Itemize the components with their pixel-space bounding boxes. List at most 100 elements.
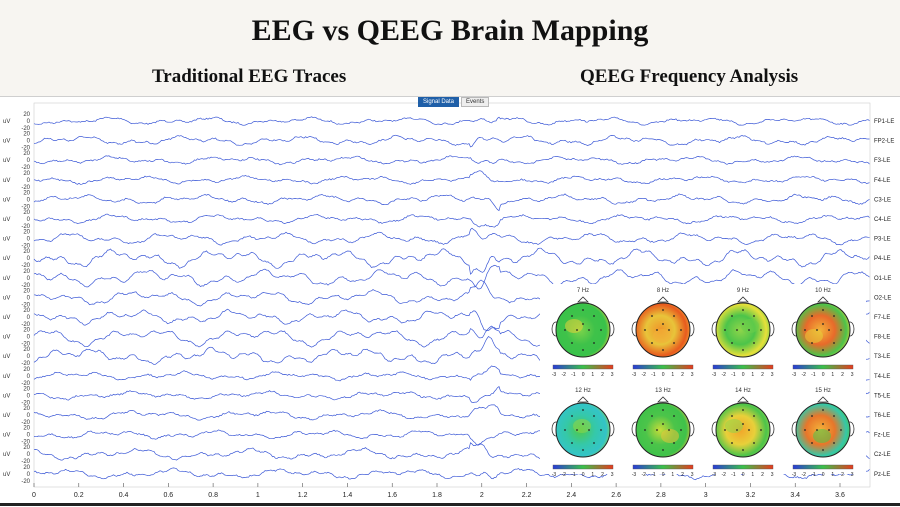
colorbar: -3 -2 -1 0 1 2 3 (632, 464, 694, 478)
colorbar-tick-label: -1 (651, 372, 656, 378)
scale-tick-label: -20 (21, 165, 30, 171)
electrode-dot (731, 315, 733, 317)
electrode-dot (811, 342, 813, 344)
colorbar-tick-label: 3 (611, 372, 614, 378)
colorbar-tick-label: 3 (691, 372, 694, 378)
unit-label: uV (3, 178, 10, 184)
x-tick-label: 3.6 (835, 492, 845, 499)
electrode-dot (651, 415, 653, 417)
tab-signal-data[interactable]: Signal Data (418, 97, 460, 107)
colorbar-tick-label: 1 (831, 372, 834, 378)
colorbar: -3 -2 -1 0 1 2 3 (712, 464, 774, 478)
colorbar-tick-label: -2 (801, 372, 806, 378)
scale-tick-label: -20 (21, 244, 30, 250)
unit-label: uV (3, 217, 10, 223)
electrode-dot (742, 323, 744, 325)
colorbar-tick-label: -3 (632, 372, 637, 378)
electrode-dot (816, 429, 818, 431)
colorbar: -3 -2 -1 0 1 2 3 (552, 464, 614, 478)
electrode-dot (582, 349, 584, 351)
electrode-dot (804, 329, 806, 331)
topomap-head (631, 296, 695, 358)
electrode-dot (656, 429, 658, 431)
x-tick-label: 2 (480, 492, 484, 499)
unit-label: uV (3, 374, 10, 380)
x-tick-label: 1.8 (432, 492, 442, 499)
scale-tick-label: 20 (23, 151, 30, 157)
electrode-dot (680, 429, 682, 431)
scale-tick-label: 20 (23, 288, 30, 294)
scale-tick-label: -20 (21, 185, 30, 191)
unit-label: uV (3, 158, 10, 164)
colorbar-tick-label: 1 (591, 472, 594, 478)
electrode-dot (833, 315, 835, 317)
channel-label: T5-LE (874, 393, 890, 399)
scale-tick-label: 20 (23, 426, 30, 432)
x-tick-label: 2.2 (522, 492, 532, 499)
topomap-frequency-label: 12 Hz (575, 388, 591, 394)
channel-label: T3-LE (874, 354, 890, 360)
channel-label: Cz-LE (874, 452, 891, 458)
electrode-dot (571, 442, 573, 444)
electrode-dot (742, 423, 744, 425)
electrode-dot (833, 442, 835, 444)
electrode-dot (724, 429, 726, 431)
topomap-frequency-label: 15 Hz (815, 388, 831, 394)
electrode-dot (651, 315, 653, 317)
scale-tick-label: 20 (23, 190, 30, 196)
bottom-strip (0, 503, 900, 506)
electrode-dot (742, 349, 744, 351)
electrode-dot (600, 429, 602, 431)
electrode-dot (724, 329, 726, 331)
colorbar-tick-label: -2 (641, 472, 646, 478)
scale-tick-label: -20 (21, 459, 30, 465)
electrode-dot (822, 423, 824, 425)
electrode-dot (736, 429, 738, 431)
colorbar-tick-label: -1 (731, 472, 736, 478)
unit-label: uV (3, 433, 10, 439)
eeg-trace-f3-le (33, 155, 870, 166)
x-tick-label: 2.8 (656, 492, 666, 499)
colorbar: -3 -2 -1 0 1 2 3 (552, 364, 614, 378)
colorbar: -3 -2 -1 0 1 2 3 (792, 364, 854, 378)
scale-tick-label: 0 (27, 315, 31, 321)
colorbar-tick-label: -3 (632, 472, 637, 478)
channel-label: T4-LE (874, 374, 890, 380)
x-tick-label: 1.4 (343, 492, 353, 499)
colorbar-tick-label: -1 (811, 372, 816, 378)
electrode-dot (811, 442, 813, 444)
tab-events[interactable]: Events (461, 97, 490, 107)
electrode-dot (651, 342, 653, 344)
electrode-dot (656, 329, 658, 331)
electrode-dot (564, 329, 566, 331)
scale-tick-label: 20 (23, 367, 30, 373)
scale-tick-label: -20 (21, 204, 30, 210)
unit-label: uV (3, 256, 10, 262)
unit-label: uV (3, 237, 10, 243)
electrode-dot (680, 329, 682, 331)
channel-label: C4-LE (874, 217, 891, 223)
colorbar-tick-label: -3 (792, 472, 797, 478)
scale-tick-label: 20 (23, 230, 30, 236)
scale-tick-label: 0 (27, 335, 31, 341)
scale-tick-label: 20 (23, 445, 30, 451)
colorbar-tick-label: 0 (742, 472, 745, 478)
unit-label: uV (3, 452, 10, 458)
x-tick-label: 0.4 (119, 492, 129, 499)
x-tick-label: 3 (704, 492, 708, 499)
colorbar-tick-label: 2 (601, 472, 604, 478)
scale-tick-label: 0 (27, 217, 31, 223)
colorbar-tick-label: 0 (822, 472, 825, 478)
electrode-dot (582, 449, 584, 451)
electrode-dot (662, 309, 664, 311)
scale-tick-label: 20 (23, 249, 30, 255)
scale-tick-label: 0 (27, 295, 31, 301)
colorbar-tick-label: 1 (671, 372, 674, 378)
scale-tick-label: 0 (27, 256, 31, 262)
scale-tick-label: 0 (27, 452, 31, 458)
electrode-dot (760, 429, 762, 431)
eeg-trace-p3-le (33, 227, 870, 246)
colorbar: -3 -2 -1 0 1 2 3 (792, 464, 854, 478)
electrode-dot (662, 323, 664, 325)
topomap-frequency-label: 8 Hz (656, 288, 670, 294)
